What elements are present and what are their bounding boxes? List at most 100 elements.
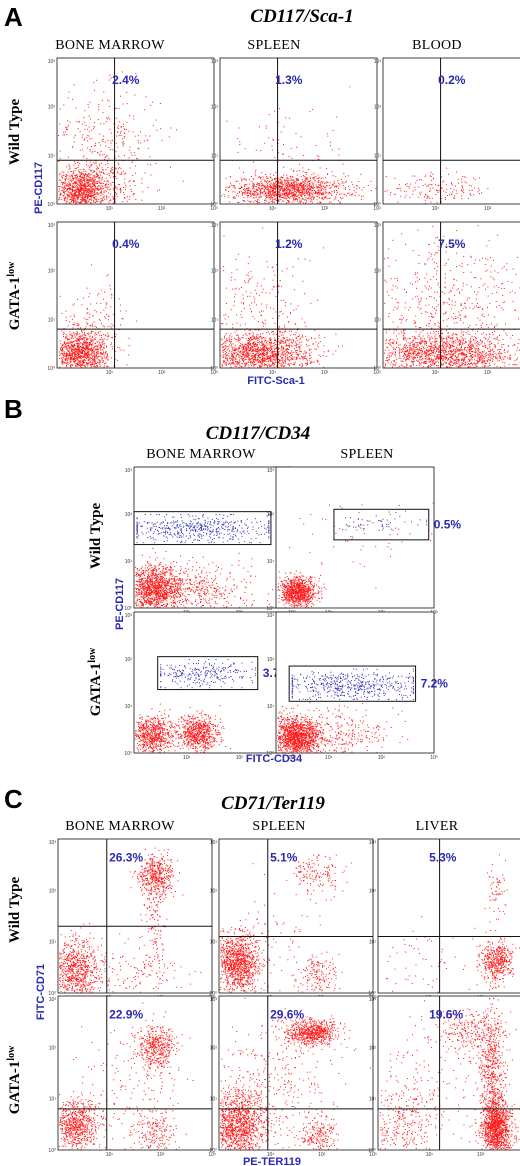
y-tick-label: 10¹ (374, 153, 382, 159)
scatter-plot-gata-1low-liver: 10⁰10¹10¹10²10²10³10³19.6% (368, 996, 520, 1158)
y-tick-label: 10³ (49, 840, 57, 846)
y-tick-label: 10¹ (125, 559, 133, 565)
y-tick-label: 10² (267, 512, 275, 518)
x-tick-label: 10¹ (269, 206, 277, 212)
y-tick-label: 10³ (210, 997, 218, 1003)
x-tick-label: 10¹ (426, 1152, 434, 1158)
x-tick-label: 10² (158, 370, 166, 376)
y-tick-label: 10³ (211, 223, 219, 229)
x-tick-label: 10¹ (432, 206, 440, 212)
gate-percentage: 0.5% (434, 518, 462, 532)
column-header-liver: LIVER (416, 819, 459, 834)
gate-percentage: 29.6% (270, 1007, 304, 1021)
column-header-bone-marrow: BONE MARROW (65, 819, 175, 834)
column-header-spleen: SPLEEN (247, 38, 300, 53)
panel-letter: A (4, 2, 23, 32)
gate-percentage: 5.3% (429, 850, 457, 864)
y-tick-label: 10³ (369, 997, 377, 1003)
y-tick-label: 10² (125, 512, 133, 518)
panel-b: B CD117/CD34 BONE MARROW SPLEEN Wild Typ… (4, 394, 461, 765)
y-tick-label: 10¹ (211, 153, 219, 159)
y-tick-label: 10¹ (211, 317, 219, 323)
plot-frame (276, 612, 434, 753)
y-tick-label: 10² (49, 1045, 57, 1051)
y-axis-label: FITC-CD71 (35, 964, 47, 1020)
panel-c: C CD71/Ter119 BONE MARROW SPLEEN LIVER W… (4, 784, 520, 1166)
x-tick-label: 10² (484, 206, 492, 212)
y-tick-label: 10¹ (210, 940, 218, 946)
gate-percentage: 7.5% (438, 237, 466, 251)
x-tick-label: 10¹ (106, 1152, 114, 1158)
scatter-plot-wild-type-spleen: 10⁰10¹10¹10²10²10³10³5.1% (209, 839, 377, 1001)
y-axis-label: PE-CD117 (33, 162, 45, 214)
x-tick-label: 10¹ (183, 755, 191, 761)
x-tick-label: 10² (484, 370, 492, 376)
x-tick-label: 10¹ (106, 206, 114, 212)
x-tick-label: 10³ (288, 755, 296, 761)
row-label-gata1-low: GATA-1low (6, 1045, 23, 1114)
gate-percentage: 26.3% (109, 850, 143, 864)
y-tick-label: 10³ (211, 59, 219, 65)
y-tick-label: 10³ (125, 468, 133, 474)
y-tick-label: 10³ (48, 223, 56, 229)
y-tick-label: 10⁰ (47, 366, 55, 372)
y-tick-label: 10² (374, 105, 382, 111)
row-label-wild-type: Wild Type (7, 99, 23, 166)
gate-percentage: 1.3% (275, 73, 303, 87)
x-tick-label: 10¹ (106, 370, 114, 376)
y-tick-label: 10¹ (49, 940, 57, 946)
x-tick-label: 10² (236, 755, 244, 761)
y-tick-label: 10⁰ (266, 606, 274, 612)
y-tick-label: 10¹ (210, 1097, 218, 1103)
y-tick-label: 10⁰ (266, 751, 274, 757)
y-tick-label: 10¹ (267, 559, 275, 565)
gate-percentage: 22.9% (109, 1007, 143, 1021)
column-header-bone-marrow: BONE MARROW (146, 447, 256, 462)
panel-a: A CD117/Sca-1 BONE MARROW SPLEEN BLOOD W… (4, 2, 520, 387)
x-tick-label: 10² (321, 206, 329, 212)
y-tick-label: 10³ (49, 997, 57, 1003)
y-tick-label: 10³ (374, 59, 382, 65)
scatter-plot-wild-type-bone-marrow: 10⁰10¹10¹10²10²10³10³26.3% (48, 839, 216, 1001)
panel-b-plots: 10⁰10¹10¹10²10²10³10³6.5%10⁰10¹10¹10²10²… (124, 467, 461, 761)
gate-percentage: 0.2% (438, 73, 466, 87)
y-tick-label: 10⁰ (210, 366, 218, 372)
y-tick-label: 10¹ (49, 1097, 57, 1103)
panel-letter: B (4, 394, 23, 424)
x-axis-label: FITC-Sca-1 (247, 375, 304, 387)
x-tick-label: 10¹ (269, 370, 277, 376)
y-tick-label: 10⁰ (373, 366, 381, 372)
column-header-spleen: SPLEEN (340, 447, 393, 462)
panel-title: CD71/Ter119 (221, 793, 325, 814)
y-tick-label: 10⁰ (124, 751, 132, 757)
x-tick-label: 10¹ (432, 370, 440, 376)
panel-c-plots: 10⁰10¹10¹10²10²10³10³26.3%10⁰10¹10¹10²10… (48, 839, 520, 1158)
x-tick-label: 10¹ (267, 1152, 275, 1158)
y-tick-label: 10² (48, 269, 56, 275)
gate-percentage: 2.4% (112, 73, 140, 87)
y-tick-label: 10¹ (267, 704, 275, 710)
y-tick-label: 10¹ (48, 153, 56, 159)
y-axis-label: PE-CD117 (114, 578, 126, 630)
panel-a-plots: 10⁰ 10¹ 10¹ 10² 10² 10³ 10³ 2.4% 10⁰ 10¹ 10¹ 10² 10²… (47, 58, 520, 376)
x-tick-label: 10² (378, 755, 386, 761)
scatter-plot-wild-type-liver: 10⁰10¹10¹10²10²10³10³5.3% (368, 839, 520, 1001)
y-tick-label: 10⁰ (124, 606, 132, 612)
x-tick-label: 10¹ (325, 755, 333, 761)
y-tick-label: 10¹ (48, 317, 56, 323)
y-tick-label: 10⁰ (210, 202, 218, 208)
column-header-spleen: SPLEEN (252, 819, 305, 834)
y-tick-label: 10³ (374, 223, 382, 229)
panel-title: CD117/Sca-1 (250, 6, 353, 27)
y-tick-label: 10² (210, 1045, 218, 1051)
y-tick-label: 10² (48, 105, 56, 111)
row-label-gata1-low: GATA-1low (6, 261, 23, 330)
x-tick-label: 10³ (430, 755, 438, 761)
x-tick-label: 10² (321, 370, 329, 376)
x-tick-label: 10² (157, 1152, 165, 1158)
